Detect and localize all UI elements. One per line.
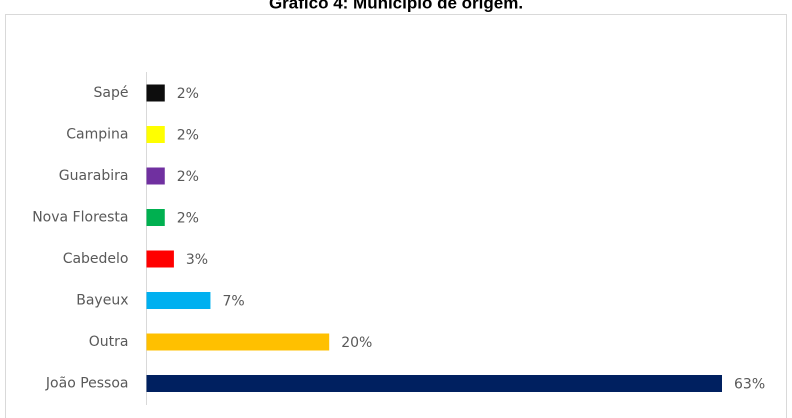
bar bbox=[146, 209, 165, 226]
value-label: 2% bbox=[177, 128, 199, 144]
category-label: João Pessoa bbox=[45, 376, 129, 392]
bar bbox=[146, 292, 211, 309]
value-label: 2% bbox=[177, 86, 199, 102]
category-label: Sapé bbox=[94, 85, 129, 101]
value-label: 2% bbox=[177, 211, 199, 227]
value-label: 7% bbox=[222, 294, 244, 310]
bar bbox=[146, 126, 165, 143]
bar bbox=[146, 250, 174, 268]
value-label: 20% bbox=[341, 335, 372, 351]
value-label: 3% bbox=[186, 252, 208, 268]
category-label: Bayeux bbox=[76, 293, 128, 309]
chart-title: Gráfico 4: Município de origem. bbox=[269, 0, 523, 12]
value-label: 2% bbox=[177, 169, 199, 185]
title-backdrop bbox=[200, 0, 592, 14]
bar bbox=[146, 333, 330, 351]
category-label: Outra bbox=[89, 334, 129, 350]
category-label: Guarabira bbox=[59, 168, 129, 184]
category-label: Nova Floresta bbox=[32, 210, 128, 226]
value-label: 63% bbox=[734, 377, 765, 393]
bar bbox=[146, 167, 165, 185]
category-label: Cabedelo bbox=[63, 251, 129, 267]
bar bbox=[146, 84, 165, 102]
bar bbox=[146, 375, 722, 392]
chart-frame bbox=[5, 14, 787, 418]
category-label: Campina bbox=[66, 127, 128, 143]
